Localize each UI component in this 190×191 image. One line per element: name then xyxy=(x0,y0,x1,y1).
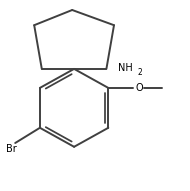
Text: Br: Br xyxy=(6,144,17,154)
Text: NH: NH xyxy=(118,63,133,73)
Text: O: O xyxy=(136,83,143,93)
Text: 2: 2 xyxy=(138,68,142,77)
